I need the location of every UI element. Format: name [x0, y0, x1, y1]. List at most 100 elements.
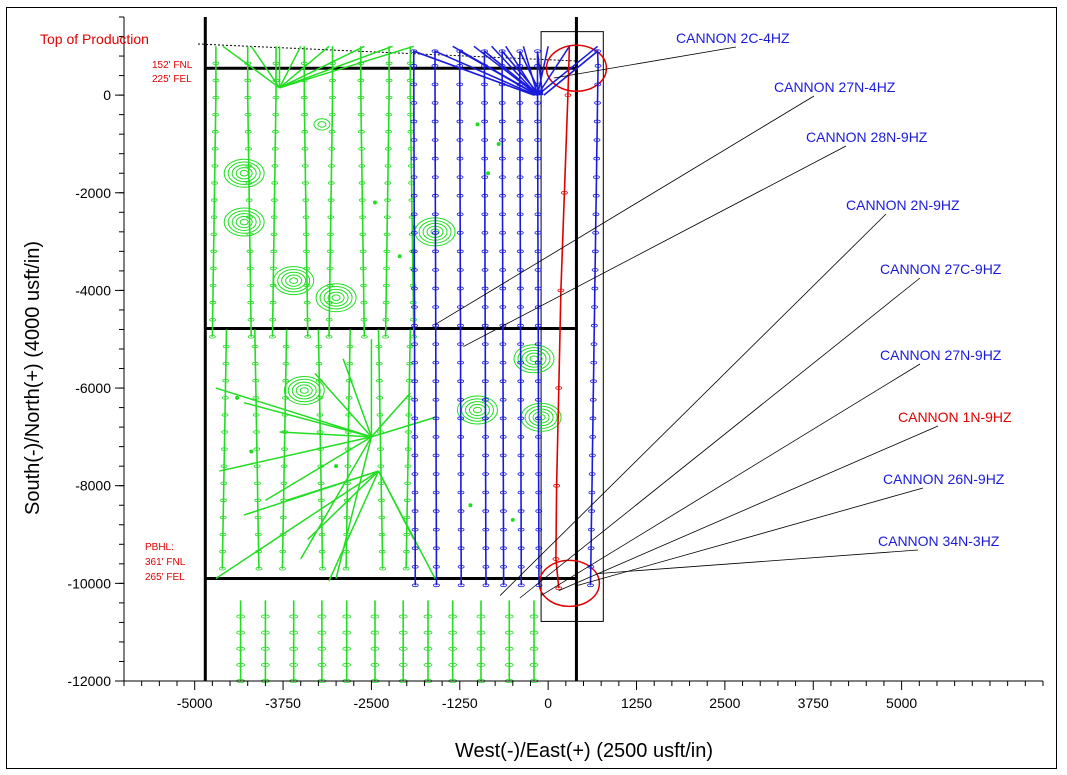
cannon-fan [536, 45, 570, 96]
well-label: CANNON 26N-9HZ [883, 471, 1005, 487]
offset-well-marker [300, 95, 308, 100]
vertical-well-ring [273, 266, 315, 296]
offset-well [384, 46, 390, 337]
offset-fan [371, 416, 436, 438]
vertical-well-ring [315, 283, 357, 313]
offset-well-marker [270, 232, 278, 236]
cannon-well-marker [517, 546, 525, 550]
vertical-well-ring [239, 169, 249, 177]
offset-well-marker [345, 379, 353, 383]
offset-well-marker [279, 515, 287, 520]
cannon-well-marker [457, 490, 465, 495]
offset-well-marker [405, 430, 412, 434]
offset-well-marker [221, 447, 228, 451]
offset-well-marker [406, 344, 414, 349]
offset-fan [279, 431, 372, 438]
cannon-well-marker [456, 286, 464, 291]
cannon-well-marker [410, 231, 418, 235]
cannon-well-marker [411, 379, 419, 384]
offset-well-marker [316, 413, 324, 417]
cannon-well-marker [410, 175, 418, 179]
vertical-well-ring [231, 213, 257, 231]
offset-well-marker [301, 130, 309, 134]
cannon-well-marker [433, 583, 440, 588]
offset-stub-marker [317, 662, 327, 667]
cannon-well-marker [535, 490, 543, 495]
pbhl-callout-line-3: 265' FEL [145, 572, 185, 583]
cannon-well-marker [481, 212, 489, 217]
offset-well-marker [328, 164, 335, 168]
offset-well-marker [345, 396, 353, 400]
cannon-well-marker [517, 490, 525, 495]
cannon-well-marker [411, 397, 419, 402]
offset-well-marker [252, 413, 260, 417]
offset-stub-marker [529, 630, 539, 635]
vertical-well-ring [223, 207, 265, 237]
offset-well-marker [222, 344, 230, 349]
vertical-well-ring [521, 349, 547, 368]
offset-well-marker [212, 78, 220, 83]
pbhl-callout-line-1: PBHL: [145, 542, 174, 553]
offset-stub-marker [289, 614, 299, 619]
cannon-well-marker [432, 286, 440, 291]
offset-well-marker [279, 567, 286, 571]
offset-well-marker [403, 498, 411, 503]
offset-well-marker [301, 112, 308, 117]
cannon-well-marker [592, 212, 600, 217]
offset-well-marker [357, 130, 365, 134]
vertical-well-ring [227, 210, 261, 234]
subject-well-marker [552, 557, 560, 561]
offset-well [328, 46, 334, 337]
cannon-well-marker [411, 546, 419, 550]
offset-well-marker [221, 413, 229, 417]
offset-well-marker [383, 215, 391, 219]
offset-well-marker [404, 481, 412, 485]
offset-well-marker [403, 515, 411, 520]
offset-well-marker [254, 481, 261, 485]
offset-fan [342, 358, 373, 438]
offset-well-marker [271, 181, 279, 185]
vertical-well-ring [513, 344, 555, 374]
cannon-well-marker [534, 268, 542, 272]
offset-well-marker [325, 335, 333, 339]
offset-well-marker [210, 198, 218, 202]
well-label: CANNON 27N-9HZ [880, 347, 1002, 363]
offset-stub-marker [504, 614, 514, 619]
cannon-well-marker [499, 249, 507, 254]
cannon-well-marker [590, 342, 598, 346]
cannon-well-marker [456, 156, 464, 161]
offset-well-marker [302, 215, 310, 219]
subject-well [555, 46, 571, 589]
cannon-well-marker [534, 379, 542, 384]
cannon-well-marker [534, 305, 542, 309]
offset-well-marker [328, 147, 336, 151]
cannon-fan [537, 45, 599, 96]
offset-well-marker [301, 164, 309, 168]
cannon-well-marker [535, 509, 543, 513]
cannon-well-marker [535, 453, 542, 458]
offset-well-marker [405, 413, 413, 417]
vertical-well-ring [289, 277, 299, 284]
y-tick-label: -4000 [75, 282, 111, 298]
offset-stub-marker [476, 646, 486, 651]
cannon-well-marker [457, 360, 464, 365]
cannon-well-marker [433, 564, 440, 569]
cannon-fan [491, 45, 539, 96]
offset-well-marker [326, 249, 334, 254]
vertical-well-ring [231, 164, 257, 183]
cannon-well-marker [534, 101, 541, 105]
cannon-well-marker [481, 323, 489, 328]
cannon-well-marker [591, 249, 599, 254]
vertical-well-ring [528, 408, 554, 427]
offset-well-marker [221, 430, 229, 434]
top-production-leader [197, 43, 576, 62]
cannon-well-marker [499, 379, 507, 384]
offset-well-marker [245, 164, 253, 168]
cannon-fan [505, 45, 539, 96]
offset-dot [468, 503, 473, 508]
cannon-well-marker [432, 249, 439, 254]
offset-well-marker [209, 318, 217, 322]
cannon-well-marker [482, 397, 489, 402]
offset-well-marker [245, 147, 252, 151]
cannon-well-marker [499, 212, 506, 217]
